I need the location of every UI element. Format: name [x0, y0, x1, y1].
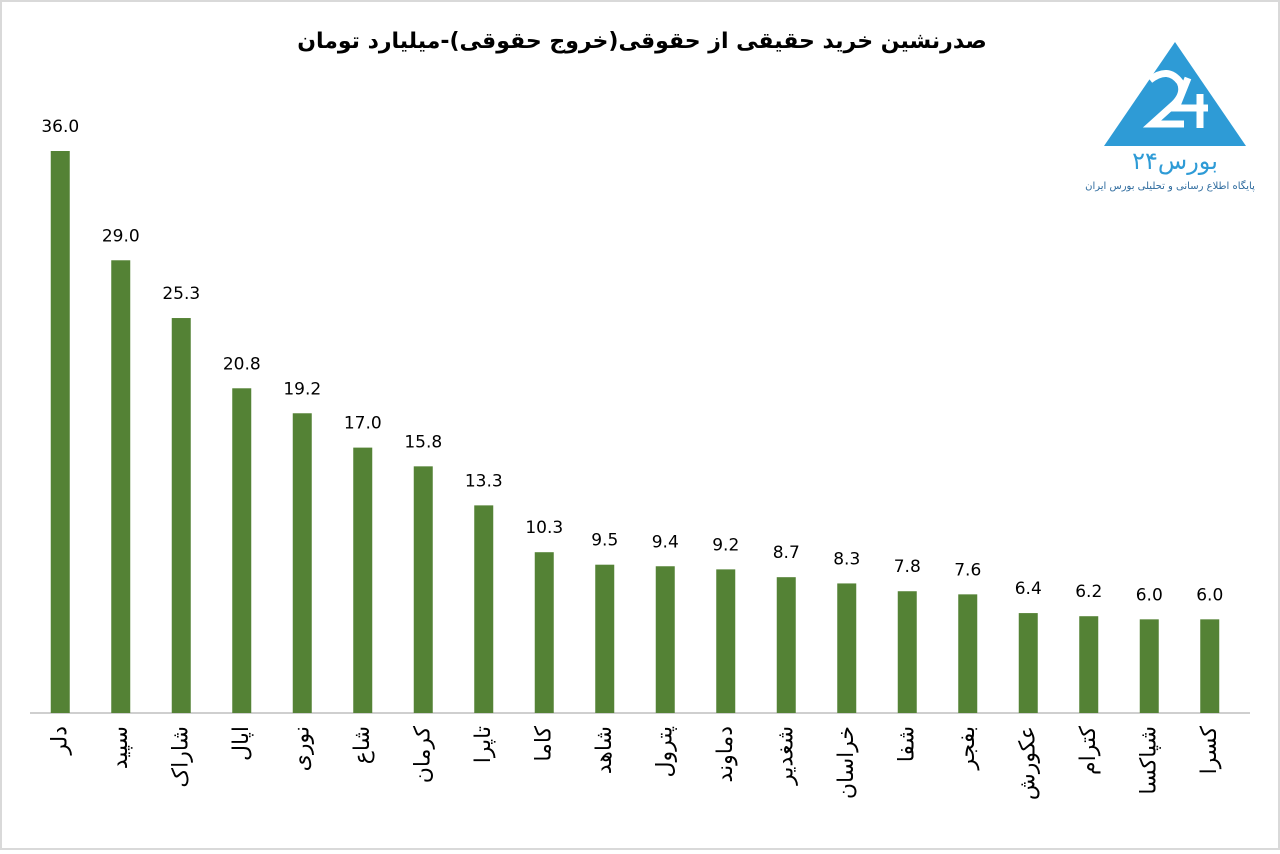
x-tick-label: کاما: [531, 725, 556, 761]
value-label: 25.3: [162, 284, 200, 304]
x-tick-label: شفا: [894, 726, 919, 762]
bar: [1018, 613, 1038, 713]
value-label: 19.2: [283, 379, 321, 399]
value-label: 36.0: [41, 117, 79, 137]
bar: [50, 151, 70, 713]
x-tick-label: نوری: [289, 726, 314, 771]
bar: [897, 591, 917, 713]
value-label: 17.0: [344, 414, 382, 434]
bar: [1139, 619, 1159, 713]
bar: [232, 388, 252, 713]
x-tick-label: شاهد: [592, 726, 617, 774]
value-label: 20.8: [223, 354, 261, 374]
x-tick-label: بفجر: [955, 726, 980, 771]
value-label: 6.4: [1015, 579, 1042, 599]
logo-name: بورس۲۴: [1132, 147, 1218, 175]
x-tick-label: دلر: [47, 726, 72, 756]
x-tick-label: سپید: [108, 726, 133, 769]
value-label: 10.3: [525, 518, 563, 538]
bar: [655, 566, 675, 713]
x-tick-label: پترول: [652, 726, 677, 778]
value-label: 7.6: [954, 560, 981, 580]
x-tick-label: کسرا: [1197, 725, 1222, 774]
value-label: 8.7: [773, 543, 800, 563]
bar: [595, 564, 615, 713]
bar: [837, 583, 857, 713]
bar: [353, 447, 373, 713]
logo-mark: [1142, 70, 1208, 128]
bar: [1079, 616, 1099, 713]
logo-tagline: پایگاه اطلاع رسانی و تحلیلی بورس ایران: [1085, 180, 1255, 192]
x-tick-label: شغدیر: [773, 726, 798, 786]
value-label: 13.3: [465, 471, 503, 491]
bar: [776, 577, 796, 713]
x-tick-label: اپال: [229, 726, 254, 761]
x-tick-label: خراسان: [834, 726, 859, 799]
x-tick-label: کرمان: [410, 725, 435, 783]
value-label: 6.2: [1075, 582, 1102, 602]
value-label: 6.0: [1196, 585, 1223, 605]
logo: بورس۲۴ پایگاه اطلاع رسانی و تحلیلی بورس …: [1085, 42, 1255, 192]
logo-triangle: [1104, 42, 1246, 146]
bar: [292, 413, 312, 713]
value-label: 9.2: [712, 535, 739, 555]
bar: [958, 594, 978, 713]
x-tick-label: شاراک: [168, 726, 193, 788]
bar: [1200, 619, 1220, 713]
x-tick-label: شاع: [350, 726, 375, 764]
value-label: 8.3: [833, 549, 860, 569]
bar: [534, 552, 554, 713]
value-label: 9.4: [652, 532, 679, 552]
x-tick-label: کترام: [1076, 725, 1101, 775]
value-label: 9.5: [591, 531, 618, 551]
value-label: 6.0: [1136, 585, 1163, 605]
x-tick-label: دماوند: [713, 726, 738, 783]
bar: [716, 569, 736, 713]
x-tick-label: تاپرا: [471, 726, 496, 763]
bar: [474, 505, 494, 713]
value-label: 15.8: [404, 432, 442, 452]
value-label: 7.8: [894, 557, 921, 577]
x-tick-label: شپاکسا: [1136, 726, 1161, 795]
x-tick-label: عکورش: [1015, 726, 1040, 800]
bar: [171, 318, 191, 713]
bar: [413, 466, 433, 713]
chart-title: صدرنشین خرید حقیقی از حقوقی(خروج حقوقی)-…: [297, 29, 987, 54]
bar: [111, 260, 131, 713]
value-label: 29.0: [102, 226, 140, 246]
